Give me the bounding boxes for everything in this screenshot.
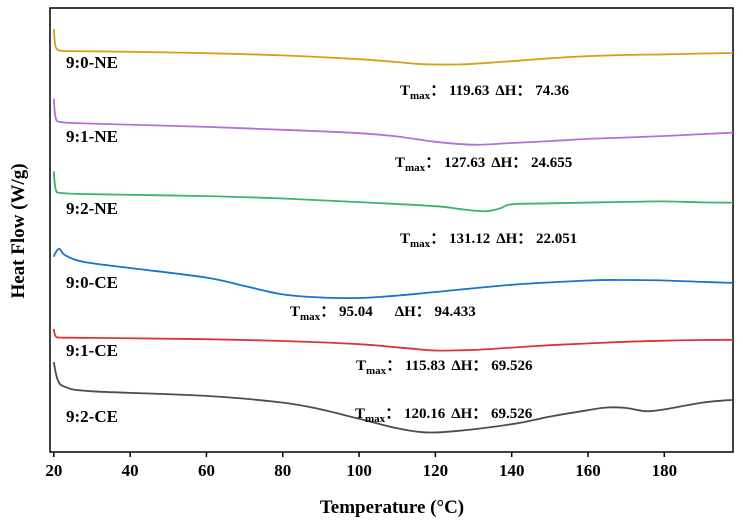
- tmax-symbol: T: [355, 406, 365, 422]
- x-tick-label: 80: [274, 461, 291, 480]
- x-axis-ticks: 20 40 60 80 100 120 140 160 180: [45, 452, 677, 480]
- series-line-9-2-ce: [52, 361, 734, 434]
- series-label-9-0-ce: 9:0-CE: [66, 273, 118, 292]
- tmax-symbol: T: [290, 304, 300, 320]
- series-group: [52, 28, 734, 434]
- x-tick-label: 40: [122, 461, 139, 480]
- dh-symbol: ΔH: [451, 358, 472, 374]
- series-line-9-1-ce: [52, 328, 734, 352]
- tmax-subscript: max: [410, 90, 431, 102]
- x-tick-label: 180: [652, 461, 678, 480]
- tmax-value: ： 95.04: [320, 304, 373, 320]
- dh-symbol: ΔH: [451, 406, 472, 422]
- x-tick-label: 120: [423, 461, 449, 480]
- tmax-value: ： 119.63: [430, 83, 489, 99]
- y-axis-title: Heat Flow (W/g): [8, 163, 29, 298]
- series-label-9-0-ne: 9:0-NE: [66, 53, 118, 72]
- tmax-symbol: T: [395, 155, 405, 171]
- dh-value: ： 24.655: [512, 155, 572, 171]
- series-line-9-0-ce: [52, 247, 734, 300]
- dh-value: ： 69.526: [472, 406, 533, 422]
- x-axis-title: Temperature (°C): [320, 497, 464, 518]
- tmax-subscript: max: [300, 311, 321, 323]
- annotation-9-1-ce: Tmax： 115.83 ΔH： 69.526: [356, 358, 533, 377]
- series-line-9-0-ne: [52, 28, 734, 66]
- tmax-symbol: T: [356, 358, 366, 374]
- annotation-9-1-ne: Tmax： 127.63 ΔH： 24.655: [395, 155, 572, 174]
- tmax-subscript: max: [405, 162, 426, 174]
- dh-value: ： 74.36: [516, 83, 569, 99]
- tmax-symbol: T: [400, 83, 410, 99]
- tmax-value: ： 131.12: [430, 231, 490, 247]
- dh-value: ： 94.433: [416, 304, 476, 320]
- tmax-symbol: T: [400, 231, 410, 247]
- x-tick-label: 140: [499, 461, 525, 480]
- annotation-9-2-ce: Tmax： 120.16 ΔH： 69.526: [355, 406, 533, 425]
- annotation-9-2-ne: Tmax： 131.12 ΔH： 22.051: [400, 231, 577, 250]
- dh-symbol: ΔH: [496, 231, 517, 247]
- plot-frame: [49, 7, 734, 453]
- series-label-9-1-ne: 9:1-NE: [66, 127, 118, 146]
- dh-value: ： 22.051: [517, 231, 577, 247]
- dh-symbol: ΔH: [491, 155, 512, 171]
- annotation-9-0-ne: Tmax： 119.63 ΔH： 74.36: [400, 83, 569, 102]
- series-label-9-2-ce: 9:2-CE: [66, 407, 118, 426]
- series-line-9-1-ne: [52, 98, 734, 146]
- annotation-9-0-ce: Tmax： 95.04 ΔH： 94.433: [290, 304, 476, 323]
- tmax-subscript: max: [366, 365, 387, 377]
- series-line-9-2-ne: [52, 171, 734, 213]
- tmax-value: ： 120.16: [385, 406, 446, 422]
- x-tick-label: 100: [346, 461, 372, 480]
- series-label-9-2-ne: 9:2-NE: [66, 199, 118, 218]
- tmax-subscript: max: [410, 238, 431, 250]
- series-label-9-1-ce: 9:1-CE: [66, 341, 118, 360]
- tmax-value: ： 115.83: [386, 358, 445, 374]
- dh-symbol: ΔH: [495, 83, 516, 99]
- tmax-value: ： 127.63: [425, 155, 485, 171]
- tmax-subscript: max: [365, 413, 386, 425]
- x-tick-label: 160: [575, 461, 601, 480]
- dh-value: ： 69.526: [472, 358, 533, 374]
- x-tick-label: 20: [45, 461, 62, 480]
- x-tick-label: 60: [198, 461, 215, 480]
- dh-symbol: ΔH: [395, 304, 416, 320]
